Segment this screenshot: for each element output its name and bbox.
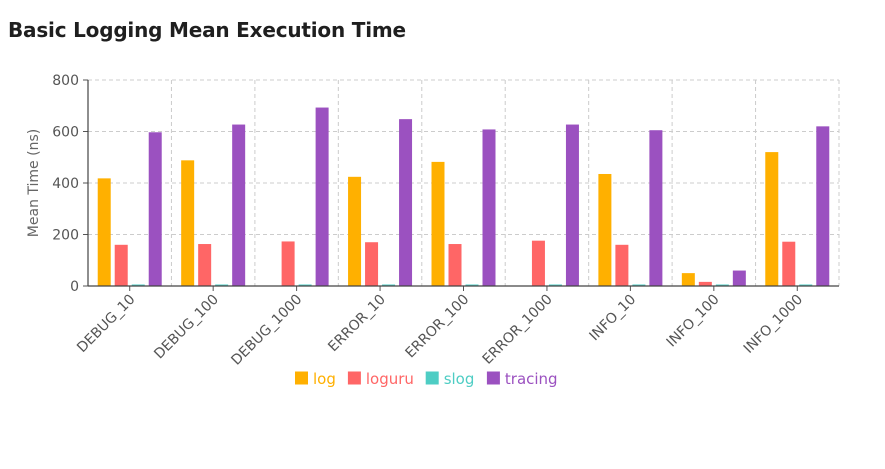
x-tick-label: ERROR_100 (402, 292, 472, 362)
legend-swatch (347, 371, 361, 385)
y-axis-title: Mean Time (ns) (26, 129, 42, 237)
y-tick-label: 200 (52, 228, 79, 244)
y-tick-label: 800 (52, 73, 79, 89)
bar-log-debug-10[interactable] (97, 178, 111, 286)
bar-tracing-error-100[interactable] (482, 129, 496, 286)
legend-item-log[interactable]: log (295, 370, 336, 388)
x-tick-label: DEBUG_100 (151, 292, 222, 363)
bar-loguru-error-10[interactable] (365, 242, 379, 286)
x-tick-label: INFO_10 (587, 292, 640, 345)
bar-log-info-1000[interactable] (765, 152, 779, 286)
bar-log-info-100[interactable] (681, 273, 695, 286)
bar-tracing-error-1000[interactable] (565, 124, 579, 286)
bar-slog-info-10[interactable] (632, 284, 646, 287)
bar-loguru-debug-1000[interactable] (281, 241, 295, 286)
bar-log-error-100[interactable] (431, 161, 445, 286)
bar-log-debug-100[interactable] (181, 160, 195, 286)
bar-tracing-error-10[interactable] (399, 119, 413, 286)
bar-loguru-error-1000[interactable] (531, 240, 545, 286)
bar-tracing-info-100[interactable] (732, 270, 746, 286)
legend-label: log (313, 370, 336, 388)
bar-loguru-info-1000[interactable] (782, 241, 796, 286)
bar-tracing-debug-1000[interactable] (315, 107, 329, 287)
bar-tracing-info-1000[interactable] (816, 126, 830, 286)
legend-swatch (425, 371, 439, 385)
legend-swatch (486, 371, 500, 385)
bar-tracing-info-10[interactable] (649, 130, 663, 286)
legend-label: loguru (366, 370, 414, 388)
bar-log-info-10[interactable] (598, 173, 612, 286)
bar-slog-debug-100[interactable] (215, 284, 229, 287)
legend[interactable]: log loguru slog tracing (295, 370, 558, 388)
bar-log-error-10[interactable] (348, 176, 362, 286)
bar-loguru-error-100[interactable] (448, 244, 462, 286)
bar-slog-debug-10[interactable] (131, 284, 145, 287)
legend-item-slog[interactable]: slog (425, 370, 475, 388)
x-tick-label: INFO_1000 (741, 292, 806, 357)
bar-loguru-info-10[interactable] (615, 244, 629, 286)
y-tick-label: 400 (52, 176, 79, 192)
bar-tracing-debug-10[interactable] (148, 132, 162, 286)
bar-slog-debug-1000[interactable] (298, 284, 312, 287)
x-tick-label: DEBUG_10 (74, 292, 138, 356)
bar-tracing-debug-100[interactable] (232, 124, 246, 286)
bar-slog-error-10[interactable] (382, 284, 396, 287)
x-tick-label: ERROR_1000 (480, 292, 556, 368)
bar-slog-info-100[interactable] (715, 284, 729, 287)
legend-label: tracing (505, 370, 558, 388)
y-tick-label: 0 (70, 279, 79, 295)
bar-loguru-info-100[interactable] (698, 281, 712, 286)
grid-layer (88, 79, 840, 286)
bar-loguru-debug-10[interactable] (114, 244, 128, 286)
x-tick-label: INFO_100 (664, 292, 723, 351)
bar-slog-info-1000[interactable] (799, 284, 813, 287)
y-tick-label: 600 (52, 125, 79, 141)
bar-loguru-debug-100[interactable] (198, 244, 212, 286)
legend-label: slog (444, 370, 475, 388)
bar-slog-error-100[interactable] (465, 284, 479, 287)
legend-item-loguru[interactable]: loguru (347, 370, 414, 388)
bars-layer (97, 107, 830, 287)
chart-title: Basic Logging Mean Execution Time (8, 18, 406, 42)
x-tick-label: DEBUG_1000 (228, 292, 305, 369)
legend-item-tracing[interactable]: tracing (486, 370, 558, 388)
bar-slog-error-1000[interactable] (548, 284, 562, 287)
legend-swatch (295, 371, 308, 385)
axes-layer: 0 200 400 600 800 DEBUG_10 DEBUG_100 DEBUG_1000… (52, 73, 839, 369)
x-tick-label: ERROR_10 (325, 292, 389, 356)
